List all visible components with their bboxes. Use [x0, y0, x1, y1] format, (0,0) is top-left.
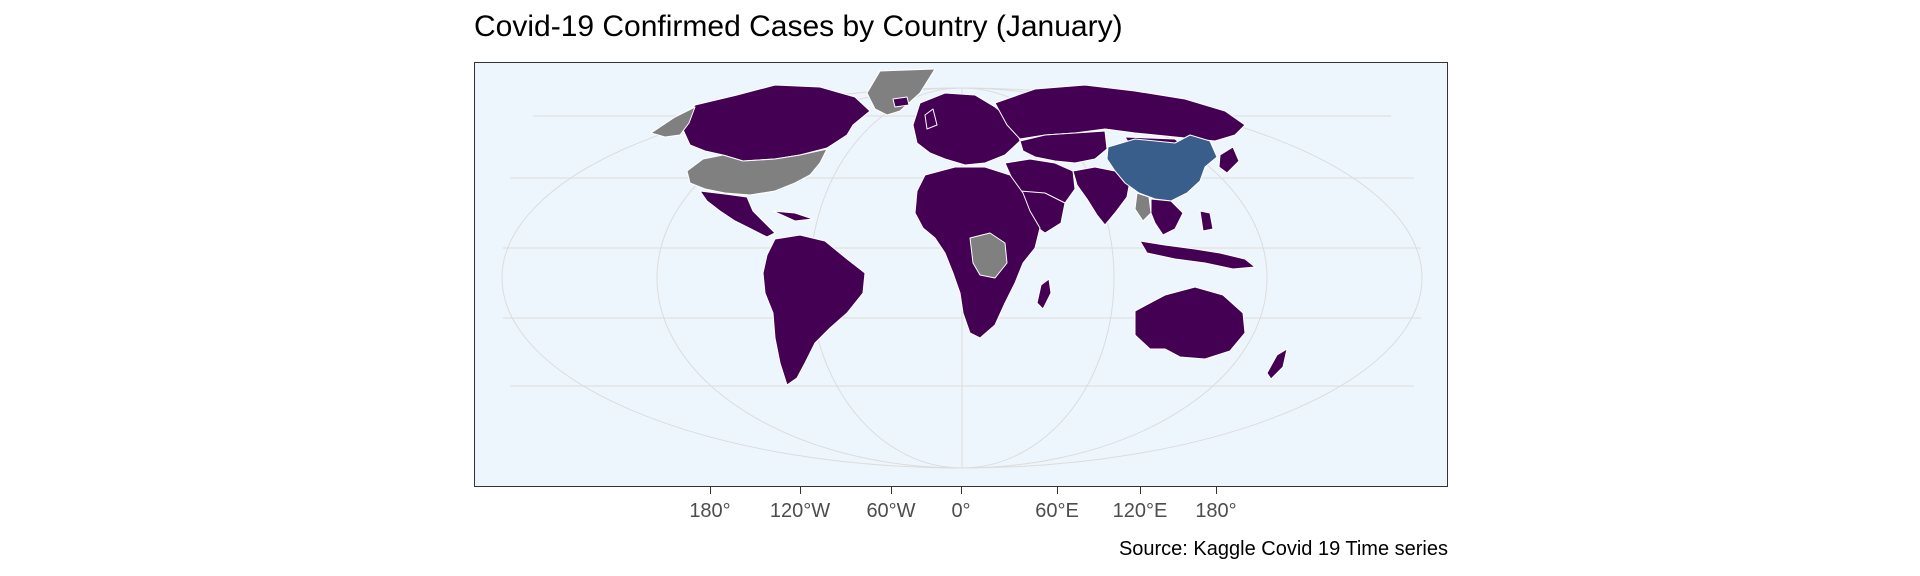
region-canada[interactable] [679, 84, 871, 162]
region-south-america[interactable] [762, 234, 866, 386]
x-tickmark [1216, 487, 1217, 494]
region-caribbean[interactable] [772, 210, 814, 222]
x-tick-label: 180° [1195, 500, 1237, 522]
region-alaska[interactable] [650, 106, 696, 138]
region-central-asia[interactable] [1019, 130, 1108, 164]
x-tickmark [1140, 487, 1141, 494]
region-southeast-asia[interactable] [1150, 198, 1184, 236]
x-tickmark [891, 487, 892, 494]
region-australia[interactable] [1134, 286, 1246, 360]
region-new-zealand[interactable] [1266, 348, 1288, 380]
region-europe[interactable] [912, 92, 1021, 166]
source-caption: Source: Kaggle Covid 19 Time series [1118, 538, 1448, 560]
region-china[interactable] [1106, 134, 1218, 202]
region-indonesia[interactable] [1139, 240, 1256, 270]
region-greenland[interactable] [866, 68, 936, 116]
x-tick-label: 0° [951, 500, 971, 522]
region-russia[interactable] [994, 84, 1246, 142]
region-mexico[interactable] [699, 190, 776, 238]
chart-title: Covid-19 Confirmed Cases by Country (Jan… [474, 10, 1123, 43]
region-united-states[interactable] [686, 148, 828, 196]
x-tick-label: 120°E [1112, 500, 1168, 522]
region-madagascar[interactable] [1036, 278, 1052, 310]
map-panel [474, 62, 1448, 487]
x-tickmark [961, 487, 962, 494]
x-tickmark [710, 487, 711, 494]
region-dr-congo[interactable] [969, 232, 1008, 279]
region-iceland[interactable] [892, 96, 910, 108]
region-philippines[interactable] [1199, 210, 1214, 232]
x-tick-label: 180° [689, 500, 731, 522]
x-tickmark [1057, 487, 1058, 494]
x-tick-label: 60°E [1035, 500, 1079, 522]
world-map [501, 68, 1423, 469]
x-tickmark [800, 487, 801, 494]
x-tick-label: 60°W [866, 500, 916, 522]
x-tick-label: 120°W [769, 500, 831, 522]
region-india[interactable] [1072, 166, 1131, 226]
region-myanmar[interactable] [1134, 192, 1152, 222]
region-uk[interactable] [924, 108, 938, 130]
region-japan[interactable] [1218, 146, 1240, 174]
